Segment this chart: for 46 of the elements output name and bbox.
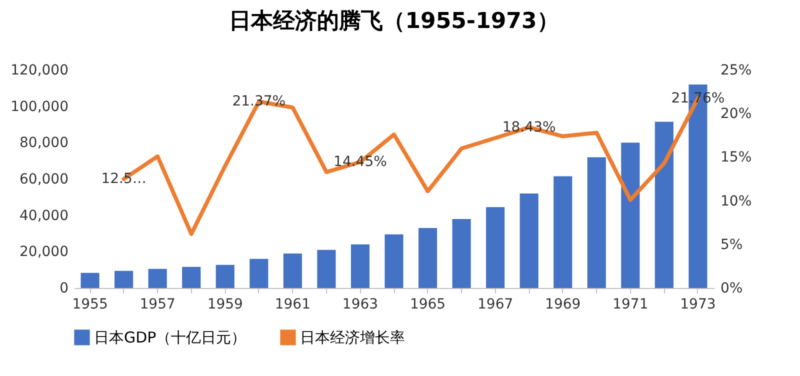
bar [452, 218, 471, 288]
data-label: 12.5… [101, 171, 146, 187]
x-tick-label: 1957 [140, 296, 176, 312]
legend-label: 日本经济增长率 [300, 328, 405, 346]
x-tick-label: 1963 [342, 296, 378, 312]
y-tick-label: 40,000 [20, 208, 68, 224]
bar [384, 234, 404, 288]
x-tick-label: 1967 [478, 296, 514, 312]
x-tick-label: 1955 [72, 296, 108, 312]
y2-tick-label: 20% [720, 106, 752, 122]
data-label: 21.37% [232, 94, 286, 110]
y-tick-label: 60,000 [20, 172, 68, 188]
bar [554, 176, 572, 288]
bar [587, 157, 606, 288]
y2-tick-label: 25% [720, 62, 752, 78]
bar [486, 207, 505, 288]
y2-tick-label: 5% [720, 236, 743, 253]
chart-title: 日本经济的腾飞（1955-1973） [229, 8, 559, 34]
bar [350, 244, 370, 288]
bar [182, 266, 201, 288]
bar [148, 268, 167, 288]
y2-tick-label: 0% [720, 280, 743, 296]
bar [114, 270, 134, 288]
x-tick-label: 1959 [207, 296, 243, 312]
x-tick-label: 1965 [410, 296, 446, 312]
x-tick-label: 1973 [680, 296, 716, 312]
bar [654, 122, 674, 288]
bar [80, 272, 100, 288]
bar [418, 228, 438, 288]
bar [283, 253, 302, 288]
y-tick-label: 100,000 [10, 98, 68, 115]
bar [250, 258, 268, 288]
bar [216, 264, 234, 288]
y-tick-label: 120,000 [10, 62, 68, 78]
y2-tick-label: 15% [720, 150, 752, 166]
x-tick-label: 1961 [274, 296, 310, 312]
y-tick-label: 0 [60, 280, 68, 296]
y-tick-label: 80,000 [20, 135, 68, 152]
legend-label: 日本GDP（十亿日元） [94, 328, 246, 346]
bar [621, 142, 640, 288]
x-tick-label: 1969 [545, 296, 581, 312]
bar [520, 194, 538, 288]
bar [317, 250, 336, 288]
y-tick-label: 20,000 [20, 244, 68, 260]
y2-tick-label: 10% [720, 193, 752, 210]
x-tick-label: 1971 [612, 296, 648, 312]
